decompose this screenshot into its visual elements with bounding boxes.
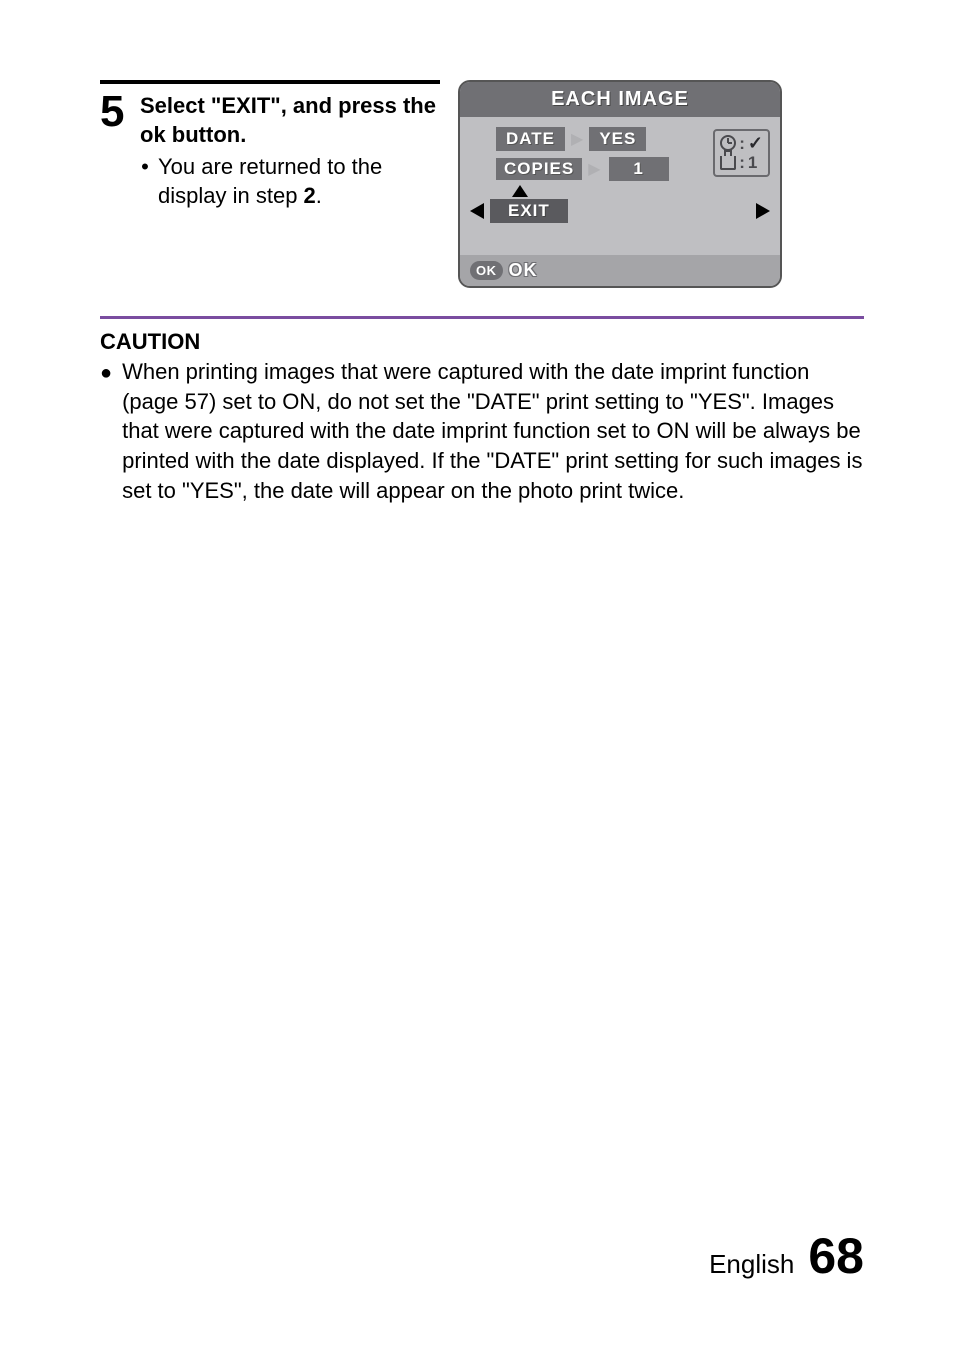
arrow-right-icon bbox=[756, 203, 770, 219]
caution-heading: CAUTION bbox=[100, 329, 864, 355]
step-block: 5 Select "EXIT", and press the ok button… bbox=[100, 80, 440, 210]
lcd-footer: OK OK bbox=[460, 255, 780, 286]
bullet-text-after: . bbox=[316, 183, 322, 208]
status-colon: : bbox=[739, 135, 745, 152]
exit-label: EXIT bbox=[490, 199, 568, 223]
caution-text: When printing images that were captured … bbox=[122, 357, 864, 505]
step-body: Select "EXIT", and press the ok button. … bbox=[140, 84, 440, 210]
lcd-body: DATE ▶ YES COPIES ▶ 1 EXIT bbox=[460, 117, 780, 255]
arrow-left-icon bbox=[470, 203, 484, 219]
bullet-bold: 2 bbox=[304, 183, 316, 208]
lcd-title: EACH IMAGE bbox=[460, 82, 780, 117]
step-title: Select "EXIT", and press the ok button. bbox=[140, 92, 440, 149]
footer-page-number: 68 bbox=[808, 1227, 864, 1285]
footer-language: English bbox=[709, 1249, 794, 1280]
page-footer: English 68 bbox=[709, 1227, 864, 1285]
copies-value: 1 bbox=[609, 157, 669, 181]
caution-body: ● When printing images that were capture… bbox=[100, 357, 864, 505]
step-number: 5 bbox=[100, 90, 124, 134]
section-divider bbox=[100, 316, 864, 319]
status-colon: : bbox=[739, 154, 745, 171]
printer-icon bbox=[720, 156, 736, 170]
arrow-up-icon bbox=[512, 185, 528, 197]
bullet-dot: • bbox=[140, 153, 150, 210]
lcd-row-exit: EXIT bbox=[470, 199, 770, 223]
bullet-text: You are returned to the display in step … bbox=[158, 153, 440, 210]
date-value: YES bbox=[589, 127, 646, 151]
bullet-text-before: You are returned to the display in step bbox=[158, 154, 382, 208]
status-count: 1 bbox=[748, 154, 757, 171]
manual-page: 5 Select "EXIT", and press the ok button… bbox=[0, 0, 954, 1345]
check-icon: ✓ bbox=[748, 134, 763, 152]
step-sub-bullet: • You are returned to the display in ste… bbox=[140, 153, 440, 210]
status-row-print: : 1 bbox=[720, 154, 763, 171]
date-label: DATE bbox=[496, 127, 565, 151]
copies-label: COPIES bbox=[496, 158, 582, 180]
ok-label: OK bbox=[509, 260, 538, 281]
lcd-wrap: EACH IMAGE DATE ▶ YES COPIES ▶ 1 bbox=[458, 80, 788, 288]
status-box: : ✓ : 1 bbox=[713, 129, 770, 177]
lcd-screen: EACH IMAGE DATE ▶ YES COPIES ▶ 1 bbox=[458, 80, 782, 288]
ok-button-icon: OK bbox=[470, 261, 503, 280]
arrow-right-icon: ▶ bbox=[571, 129, 583, 149]
arrow-right-icon: ▶ bbox=[588, 159, 600, 179]
step-row: 5 Select "EXIT", and press the ok button… bbox=[100, 80, 864, 288]
caution-bullet: ● bbox=[100, 357, 112, 505]
exit-left-group: EXIT bbox=[470, 199, 568, 223]
